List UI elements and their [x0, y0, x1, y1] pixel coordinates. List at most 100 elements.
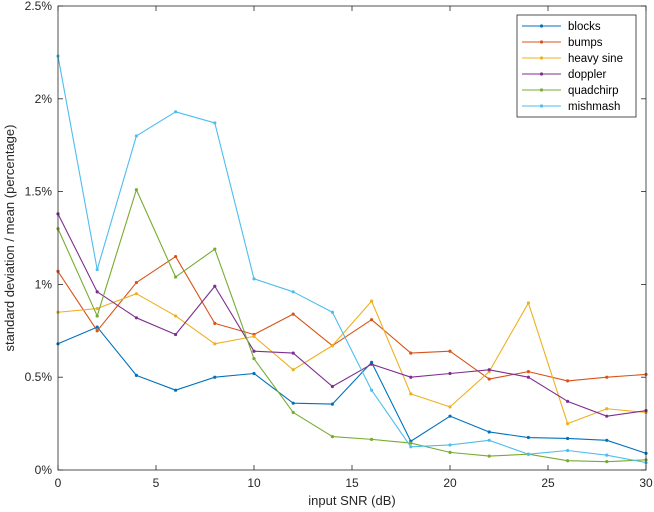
data-point: [252, 371, 256, 376]
data-point: [95, 290, 99, 294]
series-line: [57, 293, 647, 425]
x-tick-label: 15: [345, 476, 359, 490]
data-point: [370, 437, 374, 441]
legend-item: heavy sine: [522, 53, 623, 65]
series-line: [57, 213, 647, 417]
legend-label: doppler: [568, 69, 607, 81]
data-point: [174, 275, 178, 279]
data-point: [252, 277, 256, 281]
data-point: [330, 402, 334, 406]
data-point: [134, 316, 138, 320]
data-point: [448, 443, 452, 447]
data-point: [566, 399, 570, 403]
data-point: [291, 410, 295, 415]
x-axis-title: input SNR (dB): [308, 493, 395, 508]
legend-label: blocks: [568, 21, 601, 33]
legend-label: mishmash: [568, 101, 620, 113]
data-point: [566, 422, 570, 426]
legend-marker: [539, 24, 544, 28]
data-point: [566, 379, 570, 383]
legend-marker: [539, 56, 544, 60]
data-point: [370, 362, 374, 366]
legend: blocks bumps heavy sine doppler quadchirp mis…: [516, 14, 637, 118]
data-point: [448, 414, 452, 418]
legend-item: mishmash: [522, 101, 620, 113]
data-point: [95, 267, 99, 272]
series-line: [57, 256, 647, 382]
series-line: [57, 189, 647, 463]
data-point: [487, 377, 491, 381]
data-point: [213, 342, 217, 346]
y-tick-label: 0%: [35, 463, 53, 477]
data-point: [174, 254, 178, 259]
y-tick-label: 0.5%: [25, 370, 53, 384]
data-point: [526, 301, 531, 305]
data-point: [370, 299, 374, 303]
series-quadchirp: [56, 188, 648, 464]
data-point: [134, 188, 138, 192]
data-point: [213, 121, 217, 125]
data-point: [134, 373, 138, 377]
data-point: [526, 375, 531, 379]
series-heavy-sine: [56, 292, 648, 426]
legend-box: [516, 14, 637, 118]
data-point: [370, 388, 374, 392]
data-point: [291, 351, 295, 355]
data-point: [566, 436, 570, 441]
x-tick-label: 30: [639, 476, 653, 490]
data-point: [95, 325, 99, 329]
y-tick-label: 2.5%: [25, 0, 53, 13]
data-point: [526, 370, 531, 374]
legend-marker: [539, 104, 544, 108]
x-tick-label: 20: [443, 476, 457, 490]
tick-layer: 0 5 10 15 20 25 30 0% 0.5% 1% 1.5% 2% 2.5%: [25, 0, 653, 490]
data-point: [252, 357, 256, 361]
data-point: [448, 371, 452, 376]
series-mishmash: [56, 54, 648, 465]
legend-marker: [539, 88, 544, 92]
legend-item: quadchirp: [522, 85, 619, 97]
data-point: [95, 306, 99, 311]
legend-marker: [539, 40, 544, 44]
data-point: [330, 434, 334, 439]
x-tick-label: 10: [247, 476, 261, 490]
data-point: [174, 110, 178, 114]
y-tick-label: 1.5%: [25, 185, 53, 199]
data-point: [448, 450, 452, 454]
series-bumps: [56, 254, 648, 383]
data-point: [605, 407, 609, 411]
data-point: [95, 314, 99, 318]
data-point: [174, 332, 178, 337]
data-point: [252, 349, 256, 353]
data-point: [487, 454, 491, 458]
data-point: [487, 430, 491, 434]
data-point: [409, 375, 413, 379]
data-point: [252, 334, 256, 338]
data-point: [409, 445, 413, 449]
legend-marker: [539, 72, 544, 76]
series-doppler: [56, 212, 648, 418]
data-point: [409, 441, 413, 445]
data-point: [605, 375, 609, 379]
data-point: [213, 284, 217, 288]
data-point: [526, 435, 531, 440]
data-point: [291, 312, 295, 316]
data-point: [291, 368, 295, 372]
data-point: [213, 321, 217, 325]
legend-label: heavy sine: [568, 53, 623, 65]
data-point: [134, 134, 138, 138]
series-line: [57, 326, 647, 454]
legend-label: quadchirp: [568, 85, 619, 97]
data-point: [605, 414, 609, 418]
data-point: [566, 448, 570, 453]
data-point: [174, 314, 178, 318]
legend-item: bumps: [522, 37, 603, 49]
data-point: [448, 349, 452, 353]
data-point: [448, 405, 452, 409]
legend-item: doppler: [522, 69, 607, 81]
series-layer: [56, 54, 648, 465]
data-point: [213, 247, 217, 251]
data-point: [213, 375, 217, 379]
series-line: [57, 56, 647, 464]
